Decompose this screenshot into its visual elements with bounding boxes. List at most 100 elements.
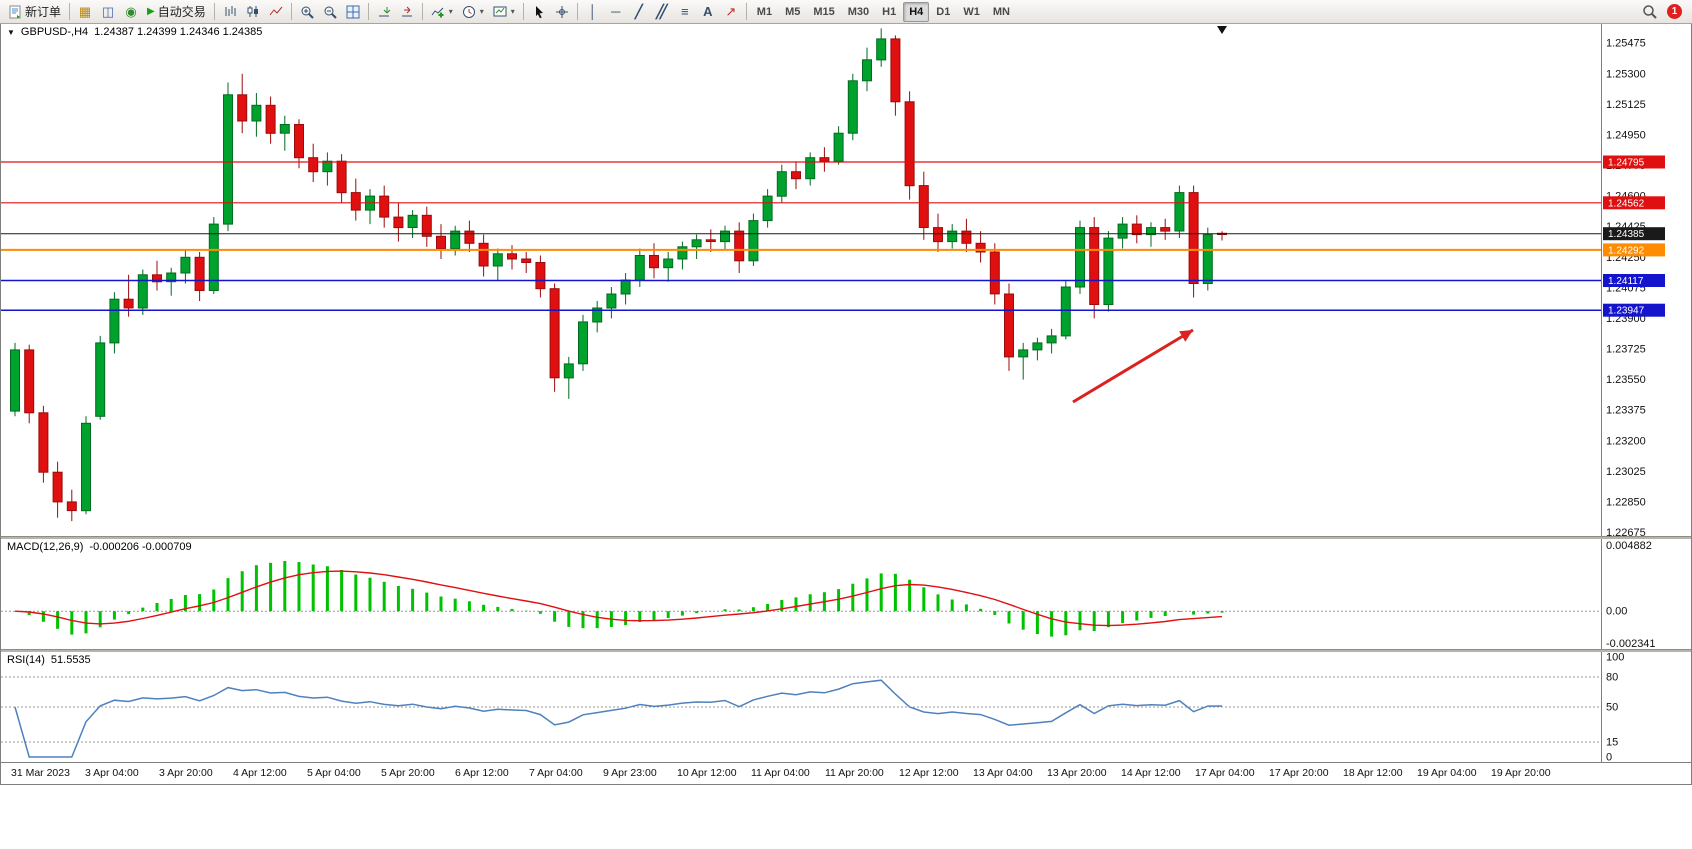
timeframe-d1-button[interactable]: D1 <box>930 2 956 22</box>
cursor-icon <box>533 5 545 19</box>
autotrading-play-icon: ▶ <box>147 6 155 17</box>
arrows-tool-button[interactable]: ↗ <box>720 2 742 22</box>
macd-histogram <box>27 561 1224 637</box>
autotrading-button[interactable]: ▶ 自动交易 <box>143 2 210 22</box>
price-axis-tick: 1.23025 <box>1606 466 1646 478</box>
new-order-label: 新订单 <box>25 5 62 19</box>
time-axis-label: 13 Apr 04:00 <box>973 767 1033 779</box>
rsi-chart-canvas[interactable]: 100 80 50 15 0 <box>1 652 1692 762</box>
cursor-button[interactable] <box>528 2 550 22</box>
channel-tool-button[interactable]: ╱╱ <box>651 2 673 22</box>
price-badge-label: 1.24292 <box>1608 245 1645 256</box>
trendline-tool-button[interactable]: ╱ <box>628 2 650 22</box>
auto-scroll-button[interactable] <box>373 2 395 22</box>
candle-body <box>876 38 887 61</box>
candle-body <box>805 157 816 180</box>
fibonacci-tool-button[interactable]: ≡ <box>674 2 696 22</box>
candle-body <box>492 253 503 267</box>
toolbar-separator <box>421 3 423 20</box>
price-badge-label: 1.24562 <box>1608 198 1645 209</box>
timeframe-h1-button[interactable]: H1 <box>876 2 902 22</box>
chart-window: ▼ GBPUSD-,H4 1.24387 1.24399 1.24346 1.2… <box>0 24 1692 785</box>
pane-splitter[interactable] <box>1 536 1691 539</box>
time-axis-label: 19 Apr 20:00 <box>1491 767 1551 779</box>
candle-body <box>436 235 446 250</box>
toolbar-right-group: 1 <box>1638 2 1688 22</box>
zoom-in-button[interactable] <box>296 2 318 22</box>
zoom-out-button[interactable] <box>319 2 341 22</box>
price-axis-tick: 1.24250 <box>1606 252 1646 264</box>
crosshair-button[interactable] <box>551 2 573 22</box>
toolbar-separator <box>290 3 292 20</box>
notification-badge[interactable]: 1 <box>1667 4 1682 19</box>
candle-body <box>663 258 674 269</box>
navigator-icon: ◫ <box>101 4 115 19</box>
chart-symbol-period: GBPUSD-,H4 <box>20 26 89 38</box>
candle-body <box>52 471 63 503</box>
candle-body <box>890 38 901 103</box>
indicators-icon <box>431 5 445 18</box>
candle-body <box>620 279 631 295</box>
trendline-icon: ╱ <box>634 4 643 19</box>
templates-button[interactable]: ▾ <box>489 2 519 22</box>
chart-shift-button[interactable] <box>396 2 418 22</box>
vertical-line-tool-button[interactable]: │ <box>582 2 604 22</box>
price-axis-tick: 1.25125 <box>1606 99 1646 111</box>
search-button[interactable] <box>1638 2 1661 22</box>
price-axis-layer[interactable]: 1.254751.253001.251251.249501.247751.246… <box>1601 24 1666 536</box>
macd-pane[interactable]: MACD(12,26,9) -0.000206 -0.000709 0.0048… <box>1 539 1691 649</box>
price-badge <box>1603 303 1665 317</box>
candlestick-chart-button[interactable] <box>242 2 264 22</box>
annotations-layer <box>1072 26 1227 404</box>
time-axis-label: 17 Apr 04:00 <box>1195 767 1255 779</box>
candle-body <box>294 124 304 159</box>
timeframe-h4-button[interactable]: H4 <box>903 1 930 22</box>
rsi-pane[interactable]: RSI(14) 51.5535 100 80 50 15 0 <box>1 652 1691 762</box>
timeframe-m15-button[interactable]: M15 <box>807 2 840 22</box>
dropdown-arrow-icon: ▾ <box>448 7 453 16</box>
market-watch-button[interactable]: ▦ <box>74 2 96 22</box>
candle-body <box>720 230 730 243</box>
macd-chart-canvas[interactable]: 0.004882 0.00 -0.002341 <box>1 539 1692 649</box>
candle-body <box>109 298 120 344</box>
market-watch-icon: ▦ <box>78 4 92 19</box>
rsi-axis-tick: 15 <box>1606 737 1618 749</box>
bar-chart-icon <box>223 5 237 18</box>
chart-ohlc-values: 1.24387 1.24399 1.24346 1.24385 <box>94 26 263 38</box>
tile-windows-button[interactable] <box>342 2 364 22</box>
navigator-button[interactable]: ◫ <box>97 2 119 22</box>
candle-body <box>308 157 319 173</box>
rsi-axis-tick: 0 <box>1606 752 1612 763</box>
toolbar: 新订单 ▦ ◫ ◉ ▶ 自动交易 <box>0 0 1692 24</box>
periods-button[interactable]: ▾ <box>458 2 488 22</box>
text-tool-button[interactable]: A <box>697 2 719 22</box>
candle-body <box>776 171 787 197</box>
bar-chart-button[interactable] <box>219 2 241 22</box>
candle-body <box>336 160 347 194</box>
timeframe-w1-button[interactable]: W1 <box>957 2 986 22</box>
horizontal-line-tool-button[interactable]: ─ <box>605 2 627 22</box>
price-pane[interactable]: ▼ GBPUSD-,H4 1.24387 1.24399 1.24346 1.2… <box>1 24 1691 536</box>
price-axis-tick: 1.25300 <box>1606 68 1646 80</box>
price-chart-canvas[interactable]: 1.254751.253001.251251.249501.247751.246… <box>1 24 1692 536</box>
candle-body <box>1089 227 1100 306</box>
candle-body <box>237 94 248 122</box>
timeframe-mn-button[interactable]: MN <box>987 2 1016 22</box>
price-badge-label: 1.23947 <box>1608 306 1645 317</box>
candle-body <box>265 104 276 134</box>
terminal-button[interactable]: ◉ <box>120 2 142 22</box>
timeframe-m30-button[interactable]: M30 <box>842 2 875 22</box>
candle-body <box>961 230 972 244</box>
toolbar-separator <box>213 3 215 20</box>
time-axis[interactable]: 31 Mar 2023 3 Apr 04:00 3 Apr 20:00 4 Apr 1… <box>1 762 1691 784</box>
indicators-button[interactable]: ▾ <box>427 2 457 22</box>
price-axis-tick: 1.23375 <box>1606 405 1646 417</box>
toolbar-separator <box>522 3 524 20</box>
candle-body <box>123 298 134 309</box>
line-chart-button[interactable] <box>265 2 287 22</box>
pane-splitter[interactable] <box>1 649 1691 652</box>
new-order-button[interactable]: 新订单 <box>4 2 65 22</box>
timeframe-m1-button[interactable]: M1 <box>751 2 778 22</box>
timeframe-m5-button[interactable]: M5 <box>779 2 806 22</box>
candle-body <box>904 101 915 187</box>
